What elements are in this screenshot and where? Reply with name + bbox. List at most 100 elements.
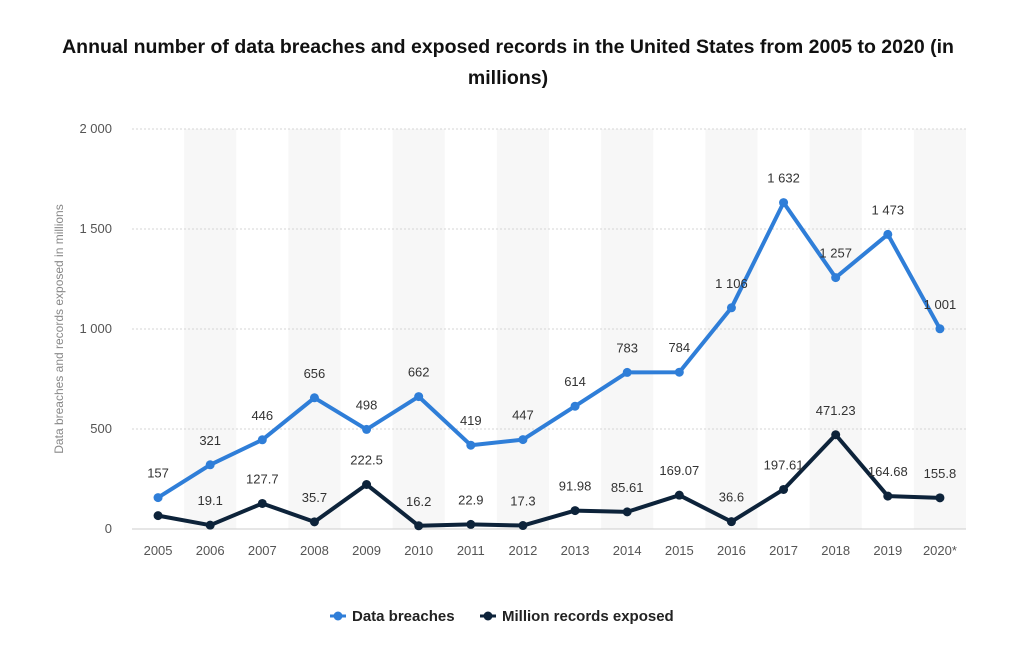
data-point[interactable] — [622, 507, 632, 517]
data-label: 35.7 — [302, 490, 327, 505]
legend-marker — [483, 611, 493, 621]
x-tick-label: 2012 — [508, 543, 537, 558]
data-point[interactable] — [674, 367, 684, 377]
x-tick-label: 2011 — [457, 543, 485, 558]
y-tick-label: 2 000 — [79, 121, 112, 136]
data-point[interactable] — [779, 484, 789, 494]
data-label: 169.07 — [659, 463, 699, 478]
chart-title: Annual number of data breaches and expos… — [62, 36, 954, 89]
data-label: 36.6 — [719, 490, 744, 505]
x-tick-label: 2008 — [300, 543, 329, 558]
data-label: 164.68 — [868, 464, 908, 479]
y-axis-ticks: 0 500 1 000 1 500 2 000 — [79, 121, 112, 536]
data-label: 783 — [616, 340, 638, 355]
data-point[interactable] — [779, 198, 789, 208]
data-point[interactable] — [831, 273, 841, 283]
y-tick-label: 500 — [90, 421, 112, 436]
data-label: 1 106 — [715, 276, 748, 291]
data-point[interactable] — [309, 393, 319, 403]
data-point[interactable] — [935, 493, 945, 503]
x-tick-label: 2017 — [769, 543, 798, 558]
data-point[interactable] — [309, 517, 319, 527]
data-point[interactable] — [883, 229, 893, 239]
data-point[interactable] — [257, 435, 267, 445]
data-label: 1 632 — [767, 171, 800, 186]
data-labels: 157 321 446 656 498 662 419 447 614 783 784 1 106 1 … — [147, 171, 956, 509]
series-line-2 — [156, 432, 942, 528]
data-label: 127.7 — [246, 471, 279, 486]
series-line-1 — [156, 200, 942, 500]
data-label: 91.98 — [559, 479, 592, 494]
legend-marker — [333, 611, 343, 621]
legend: Data breaches Million records exposed — [330, 608, 674, 625]
x-tick-label: 2006 — [196, 543, 225, 558]
data-label: 784 — [668, 340, 690, 355]
x-tick-label: 2013 — [561, 543, 590, 558]
legend-label: Data breaches — [352, 608, 455, 625]
y-axis-label: Data breaches and records exposed in mil… — [52, 204, 66, 453]
data-point[interactable] — [570, 401, 580, 411]
data-label: 1 257 — [819, 246, 852, 261]
data-point[interactable] — [883, 491, 893, 501]
data-label: 222.5 — [350, 453, 383, 468]
data-point[interactable] — [935, 324, 945, 334]
data-point[interactable] — [414, 392, 424, 402]
data-label: 656 — [304, 366, 326, 381]
data-point[interactable] — [362, 480, 372, 489]
data-point[interactable] — [153, 511, 163, 521]
data-point[interactable] — [831, 430, 841, 440]
x-tick-label: 2005 — [144, 543, 173, 558]
data-point[interactable] — [622, 367, 632, 377]
x-tick-label: 2010 — [404, 543, 433, 558]
data-label: 157 — [147, 466, 169, 481]
data-point[interactable] — [257, 498, 267, 508]
data-point[interactable] — [518, 435, 528, 445]
data-point[interactable] — [726, 517, 736, 527]
data-label: 662 — [408, 365, 430, 380]
data-label: 85.61 — [611, 480, 644, 495]
data-label: 17.3 — [510, 494, 535, 509]
x-tick-label: 2020* — [923, 543, 957, 558]
data-point[interactable] — [518, 521, 528, 531]
x-tick-label: 2007 — [248, 543, 277, 558]
data-point[interactable] — [466, 440, 476, 450]
data-label: 155.8 — [924, 466, 957, 481]
data-label: 19.1 — [198, 493, 223, 508]
data-point[interactable] — [153, 493, 163, 503]
data-point[interactable] — [414, 521, 424, 531]
data-label: 1 473 — [872, 202, 905, 217]
y-tick-label: 0 — [105, 521, 112, 536]
data-label: 498 — [356, 397, 378, 412]
data-label: 321 — [199, 433, 221, 448]
data-point[interactable] — [570, 506, 580, 516]
gridlines — [132, 128, 966, 530]
data-point[interactable] — [362, 424, 372, 434]
x-tick-label: 2015 — [665, 543, 694, 558]
data-label: 197.61 — [764, 457, 804, 472]
x-axis-ticks: 2005 2006 2007 2008 2009 2010 2011 2012 2013 2014… — [144, 543, 957, 558]
data-point[interactable] — [674, 490, 684, 500]
y-tick-label: 1 000 — [79, 321, 112, 336]
data-label: 447 — [512, 408, 534, 423]
legend-item-1[interactable]: Data breaches — [330, 608, 455, 625]
data-point[interactable] — [205, 520, 215, 530]
data-label: 419 — [460, 413, 482, 428]
series-group — [153, 198, 945, 531]
x-tick-label: 2016 — [717, 543, 746, 558]
x-tick-label: 2019 — [873, 543, 902, 558]
legend-label: Million records exposed — [502, 608, 674, 625]
x-tick-label: 2014 — [613, 543, 642, 558]
data-point[interactable] — [726, 303, 736, 313]
data-label: 446 — [251, 408, 273, 423]
data-label: 1 001 — [924, 297, 957, 312]
data-label: 614 — [564, 374, 586, 389]
legend-item-2[interactable]: Million records exposed — [480, 608, 674, 625]
x-tick-label: 2009 — [352, 543, 381, 558]
data-point[interactable] — [466, 519, 476, 529]
data-label: 16.2 — [406, 494, 431, 509]
y-tick-label: 1 500 — [79, 221, 112, 236]
data-point[interactable] — [205, 460, 215, 470]
data-label: 22.9 — [458, 492, 483, 507]
x-tick-label: 2018 — [821, 543, 850, 558]
